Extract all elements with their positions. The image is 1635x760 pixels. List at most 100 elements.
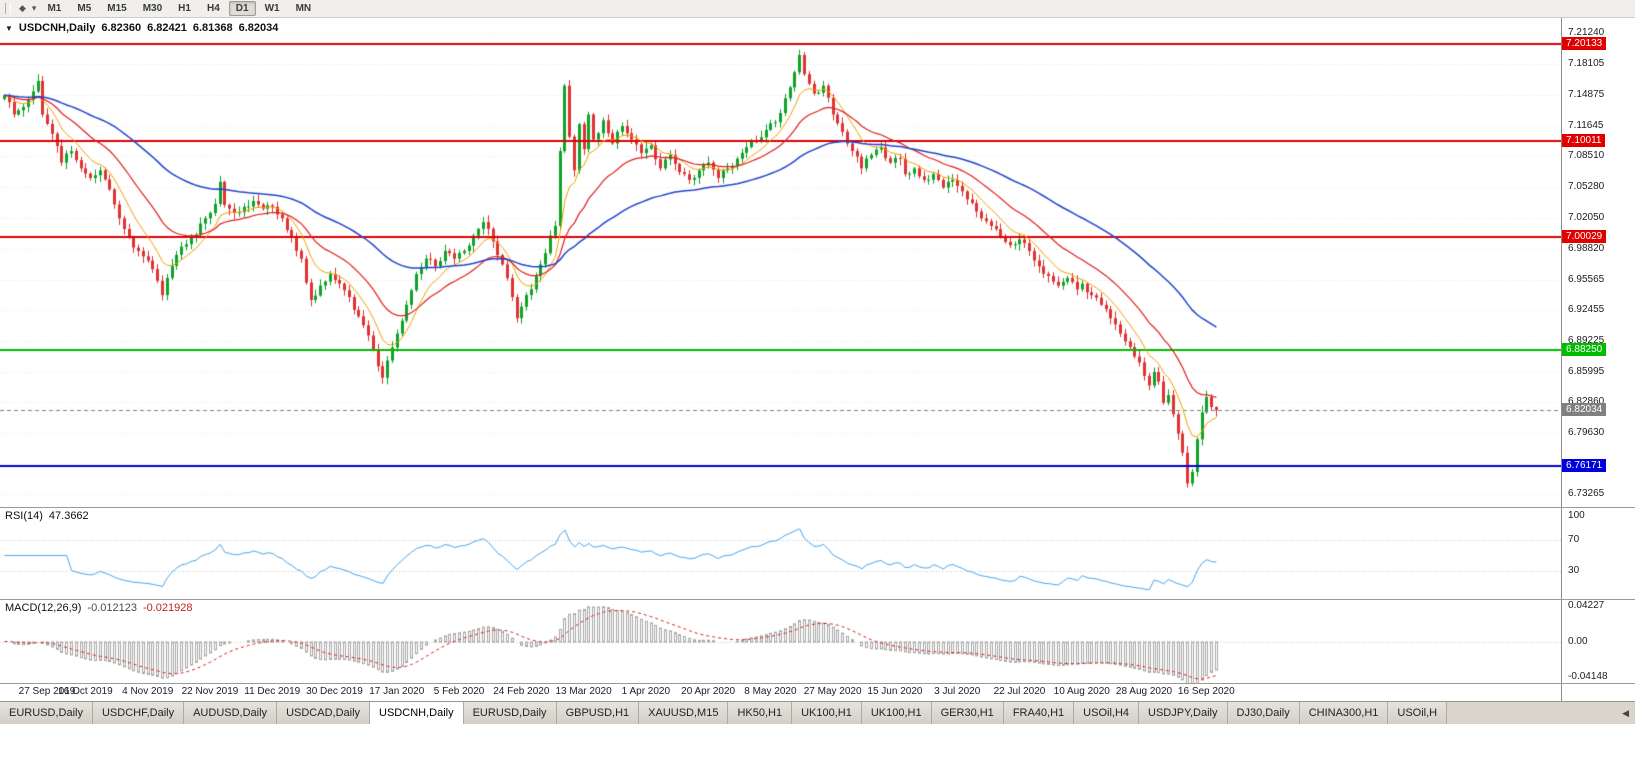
price-tick: 6.82860 xyxy=(1568,396,1605,408)
timeframe-button-m15[interactable]: M15 xyxy=(107,3,127,14)
timeframe-toolbar: ◆ ▾ M1 M5 M15 M30 H1 H4 D1 W1 MN xyxy=(0,0,1635,18)
timeframe-button-m5[interactable]: M5 xyxy=(77,3,92,14)
price-tick: 6.79630 xyxy=(1568,427,1605,439)
date-label: 20 Apr 2020 xyxy=(681,686,736,697)
date-label: 5 Feb 2020 xyxy=(433,686,485,697)
price-tick: 7.14875 xyxy=(1568,88,1605,100)
rsi-plot: RSI(14) 47.3662 xyxy=(0,508,1562,599)
date-label: 4 Nov 2019 xyxy=(122,686,174,697)
price-badge-support: 6.76171 xyxy=(1562,459,1607,473)
chart-tab-fra40-h1[interactable]: FRA40,H1 xyxy=(1003,702,1075,724)
price-badge-support: 6.88250 xyxy=(1562,343,1607,357)
date-label: 10 Aug 2020 xyxy=(1053,686,1110,697)
price-tick: 7.18105 xyxy=(1568,57,1605,69)
date-label: 11 Dec 2019 xyxy=(244,686,301,697)
price-tick: 7.08510 xyxy=(1568,149,1605,161)
macd-label: MACD(12,26,9) -0.012123 -0.021928 xyxy=(5,602,193,614)
tab-scroll-left-icon[interactable]: ◀ xyxy=(1622,707,1629,718)
macd-tick: 0.04227 xyxy=(1568,600,1605,611)
timeframe-button-mn[interactable]: MN xyxy=(295,3,312,14)
price-chart-canvas[interactable] xyxy=(0,18,1562,507)
chart-tab-uk100-h1[interactable]: UK100,H1 xyxy=(792,702,862,724)
chart-tabbar: EURUSD,Daily USDCHF,Daily AUDUSD,Daily USDC… xyxy=(0,701,1635,724)
date-label: 17 Jan 2020 xyxy=(369,686,425,697)
ohlc-high: 6.82421 xyxy=(147,22,187,34)
chart-tab-gbpusd-h1[interactable]: GBPUSD,H1 xyxy=(556,702,640,724)
time-axis-row: 27 Sep 2019 16 Oct 2019 4 Nov 2019 22 Nov 2… xyxy=(0,683,1635,701)
date-label: 27 Sep 2019 xyxy=(18,686,76,697)
price-badge-resistance: 7.10011 xyxy=(1562,134,1606,148)
timeframe-button-h1[interactable]: H1 xyxy=(178,3,191,14)
price-tick: 6.73265 xyxy=(1568,488,1605,500)
price-tick: 7.05280 xyxy=(1568,180,1605,192)
rsi-tick: 70 xyxy=(1568,533,1580,545)
chart-tab-eurusd-daily[interactable]: EURUSD,Daily xyxy=(0,702,93,724)
chart-tab-dj30-daily[interactable]: DJ30,Daily xyxy=(1227,702,1300,724)
bottom-filler xyxy=(0,724,1635,760)
date-label: 30 Dec 2019 xyxy=(306,686,363,697)
price-panel: ▼ USDCNH,Daily 6.82360 6.82421 6.81368 6… xyxy=(0,18,1635,507)
date-label: 16 Oct 2019 xyxy=(58,686,113,697)
macd-name: MACD(12,26,9) xyxy=(5,602,82,614)
chevron-down-icon[interactable]: ▾ xyxy=(31,3,37,13)
date-label: 16 Sep 2020 xyxy=(1177,686,1235,697)
date-label: 8 May 2020 xyxy=(744,686,797,697)
price-tick: 6.85995 xyxy=(1568,366,1605,378)
chart-tab-xauusd-m15[interactable]: XAUUSD,M15 xyxy=(639,702,729,724)
rsi-panel: RSI(14) 47.3662 100 70 30 xyxy=(0,507,1635,599)
chart-tab-eurusd-daily[interactable]: EURUSD,Daily xyxy=(463,702,557,724)
tabbar-spacer xyxy=(1447,702,1616,724)
macd-scale[interactable]: 0.04227 0.00 -0.04148 xyxy=(1561,600,1635,683)
chart-tab-ger30-h1[interactable]: GER30,H1 xyxy=(931,702,1004,724)
chart-tab-usdcad-daily[interactable]: USDCAD,Daily xyxy=(277,702,371,724)
chart-tab-china300-h1[interactable]: CHINA300,H1 xyxy=(1299,702,1389,724)
chart-window: ▼ USDCNH,Daily 6.82360 6.82421 6.81368 6… xyxy=(0,18,1635,701)
toolbar-grip[interactable] xyxy=(5,3,11,14)
price-tick: 6.98820 xyxy=(1568,242,1605,254)
price-tick: 6.89225 xyxy=(1568,335,1605,347)
chart-tab-usoil-h[interactable]: USOil,H xyxy=(1388,702,1448,724)
timeframe-button-d1[interactable]: D1 xyxy=(228,1,256,16)
timeframe-button-w1[interactable]: W1 xyxy=(264,3,280,14)
date-label: 28 Aug 2020 xyxy=(1115,686,1173,697)
date-label: 22 Nov 2019 xyxy=(181,686,239,697)
date-label: 24 Feb 2020 xyxy=(493,686,550,697)
date-label: 3 Jul 2020 xyxy=(934,686,981,697)
timeframe-button-m30[interactable]: M30 xyxy=(142,3,163,14)
macd-tick: -0.04148 xyxy=(1568,671,1608,682)
macd-canvas[interactable] xyxy=(0,600,1562,683)
price-scale[interactable]: 7.21240 7.18105 7.14875 7.11645 7.08510 7.052… xyxy=(1561,18,1635,507)
chart-tab-usdchf-daily[interactable]: USDCHF,Daily xyxy=(92,702,185,724)
date-label: 15 Jun 2020 xyxy=(867,686,923,697)
scale-corner xyxy=(1561,684,1635,701)
price-plot: ▼ USDCNH,Daily 6.82360 6.82421 6.81368 6… xyxy=(0,18,1562,507)
chart-tab-hk50-h1[interactable]: HK50,H1 xyxy=(728,702,793,724)
date-label: 13 Mar 2020 xyxy=(555,686,612,697)
ohlc-open: 6.82360 xyxy=(101,22,142,34)
price-badge-bid: 6.82034 xyxy=(1562,403,1607,417)
macd-panel: MACD(12,26,9) -0.012123 -0.021928 0.0422… xyxy=(0,599,1635,683)
macd-value-main: -0.012123 xyxy=(87,602,137,614)
date-label: 1 Apr 2020 xyxy=(621,686,671,697)
time-axis[interactable]: 27 Sep 2019 16 Oct 2019 4 Nov 2019 22 Nov 2… xyxy=(0,684,1562,701)
chart-tab-usoil-h4[interactable]: USOil,H4 xyxy=(1074,702,1140,724)
chart-tab-usdcnh-daily[interactable]: USDCNH,Daily xyxy=(370,702,464,724)
rsi-scale[interactable]: 100 70 30 xyxy=(1561,508,1635,599)
timeframe-button-m1[interactable]: M1 xyxy=(47,3,62,14)
chart-symbol-label: USDCNH,Daily xyxy=(18,22,96,34)
chart-tab-audusd-daily[interactable]: AUDUSD,Daily xyxy=(184,702,278,724)
macd-tick: 0.00 xyxy=(1568,635,1588,647)
chart-tab-uk100-h1[interactable]: UK100,H1 xyxy=(861,702,932,724)
price-tick: 7.02050 xyxy=(1568,211,1605,223)
rsi-tick: 100 xyxy=(1568,509,1585,521)
chart-title: ▼ USDCNH,Daily 6.82360 6.82421 6.81368 6… xyxy=(5,22,278,34)
rsi-canvas[interactable] xyxy=(0,508,1562,599)
date-label: 27 May 2020 xyxy=(803,686,862,697)
price-badge-resistance: 7.00029 xyxy=(1562,230,1607,244)
timeframe-button-h4[interactable]: H4 xyxy=(206,3,220,14)
chart-tab-usdjpy-daily[interactable]: USDJPY,Daily xyxy=(1139,702,1228,724)
rsi-name: RSI(14) xyxy=(5,510,43,522)
chart-mode-icon[interactable]: ◆ xyxy=(19,3,26,13)
collapse-triangle-icon[interactable]: ▼ xyxy=(5,23,13,33)
